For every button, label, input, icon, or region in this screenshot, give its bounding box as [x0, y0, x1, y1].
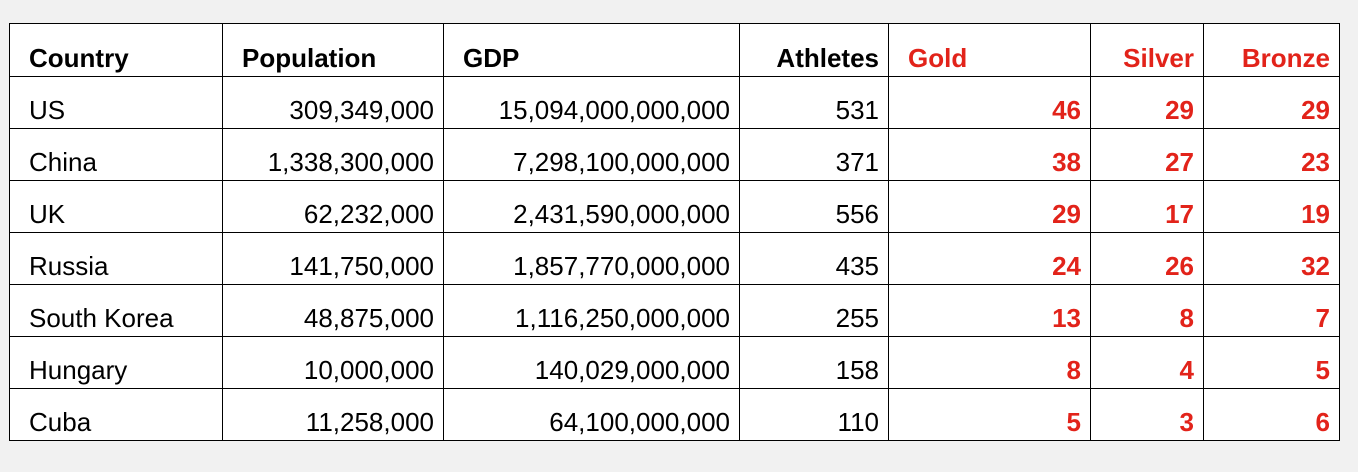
table-row: South Korea 48,875,000 1,116,250,000,000 25… [9, 284, 1340, 337]
cell-country: Cuba [9, 388, 223, 441]
cell-gdp: 15,094,000,000,000 [443, 76, 740, 129]
cell-population: 11,258,000 [222, 388, 444, 441]
cell-athletes: 435 [739, 232, 889, 285]
cell-athletes: 556 [739, 180, 889, 233]
cell-bronze: 29 [1203, 76, 1340, 129]
cell-silver: 4 [1090, 336, 1204, 389]
cell-gold: 29 [888, 180, 1091, 233]
cell-athletes: 531 [739, 76, 889, 129]
table-row: China 1,338,300,000 7,298,100,000,000 371 38… [9, 128, 1340, 181]
header-gdp: GDP [443, 23, 740, 77]
header-silver: Silver [1090, 23, 1204, 77]
cell-gdp: 1,857,770,000,000 [443, 232, 740, 285]
cell-country: Hungary [9, 336, 223, 389]
table-row: Hungary 10,000,000 140,029,000,000 158 8 4 5 [9, 336, 1340, 389]
cell-gold: 38 [888, 128, 1091, 181]
cell-silver: 29 [1090, 76, 1204, 129]
olympics-medal-table: Country Population GDP Athletes Gold Sil… [9, 23, 1340, 441]
cell-population: 48,875,000 [222, 284, 444, 337]
table-body: US 309,349,000 15,094,000,000,000 531 46 29 29… [9, 76, 1340, 441]
cell-gdp: 64,100,000,000 [443, 388, 740, 441]
cell-athletes: 110 [739, 388, 889, 441]
cell-gdp: 1,116,250,000,000 [443, 284, 740, 337]
cell-gold: 24 [888, 232, 1091, 285]
cell-silver: 3 [1090, 388, 1204, 441]
table-row: US 309,349,000 15,094,000,000,000 531 46 29 29 [9, 76, 1340, 129]
cell-bronze: 23 [1203, 128, 1340, 181]
cell-country: South Korea [9, 284, 223, 337]
cell-bronze: 7 [1203, 284, 1340, 337]
header-bronze: Bronze [1203, 23, 1340, 77]
cell-silver: 17 [1090, 180, 1204, 233]
cell-population: 10,000,000 [222, 336, 444, 389]
cell-athletes: 255 [739, 284, 889, 337]
cell-bronze: 5 [1203, 336, 1340, 389]
cell-country: Russia [9, 232, 223, 285]
cell-silver: 27 [1090, 128, 1204, 181]
cell-country: US [9, 76, 223, 129]
cell-country: UK [9, 180, 223, 233]
cell-athletes: 158 [739, 336, 889, 389]
cell-population: 62,232,000 [222, 180, 444, 233]
cell-bronze: 19 [1203, 180, 1340, 233]
cell-bronze: 6 [1203, 388, 1340, 441]
cell-gold: 5 [888, 388, 1091, 441]
cell-silver: 26 [1090, 232, 1204, 285]
cell-gdp: 7,298,100,000,000 [443, 128, 740, 181]
cell-athletes: 371 [739, 128, 889, 181]
header-gold: Gold [888, 23, 1091, 77]
cell-population: 309,349,000 [222, 76, 444, 129]
cell-gdp: 140,029,000,000 [443, 336, 740, 389]
cell-bronze: 32 [1203, 232, 1340, 285]
cell-silver: 8 [1090, 284, 1204, 337]
header-population: Population [222, 23, 444, 77]
cell-gold: 8 [888, 336, 1091, 389]
cell-gold: 13 [888, 284, 1091, 337]
header-athletes: Athletes [739, 23, 889, 77]
table-row: Cuba 11,258,000 64,100,000,000 110 5 3 6 [9, 388, 1340, 441]
cell-gold: 46 [888, 76, 1091, 129]
table-row: Russia 141,750,000 1,857,770,000,000 435 24 2… [9, 232, 1340, 285]
olympics-table-sheet: Country Population GDP Athletes Gold Sil… [9, 23, 1340, 441]
header-row: Country Population GDP Athletes Gold Sil… [9, 23, 1340, 77]
table-row: UK 62,232,000 2,431,590,000,000 556 29 17 19 [9, 180, 1340, 233]
cell-country: China [9, 128, 223, 181]
cell-population: 141,750,000 [222, 232, 444, 285]
header-country: Country [9, 23, 223, 77]
cell-gdp: 2,431,590,000,000 [443, 180, 740, 233]
cell-population: 1,338,300,000 [222, 128, 444, 181]
